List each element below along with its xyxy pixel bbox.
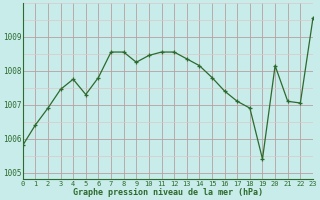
X-axis label: Graphe pression niveau de la mer (hPa): Graphe pression niveau de la mer (hPa) (73, 188, 263, 197)
